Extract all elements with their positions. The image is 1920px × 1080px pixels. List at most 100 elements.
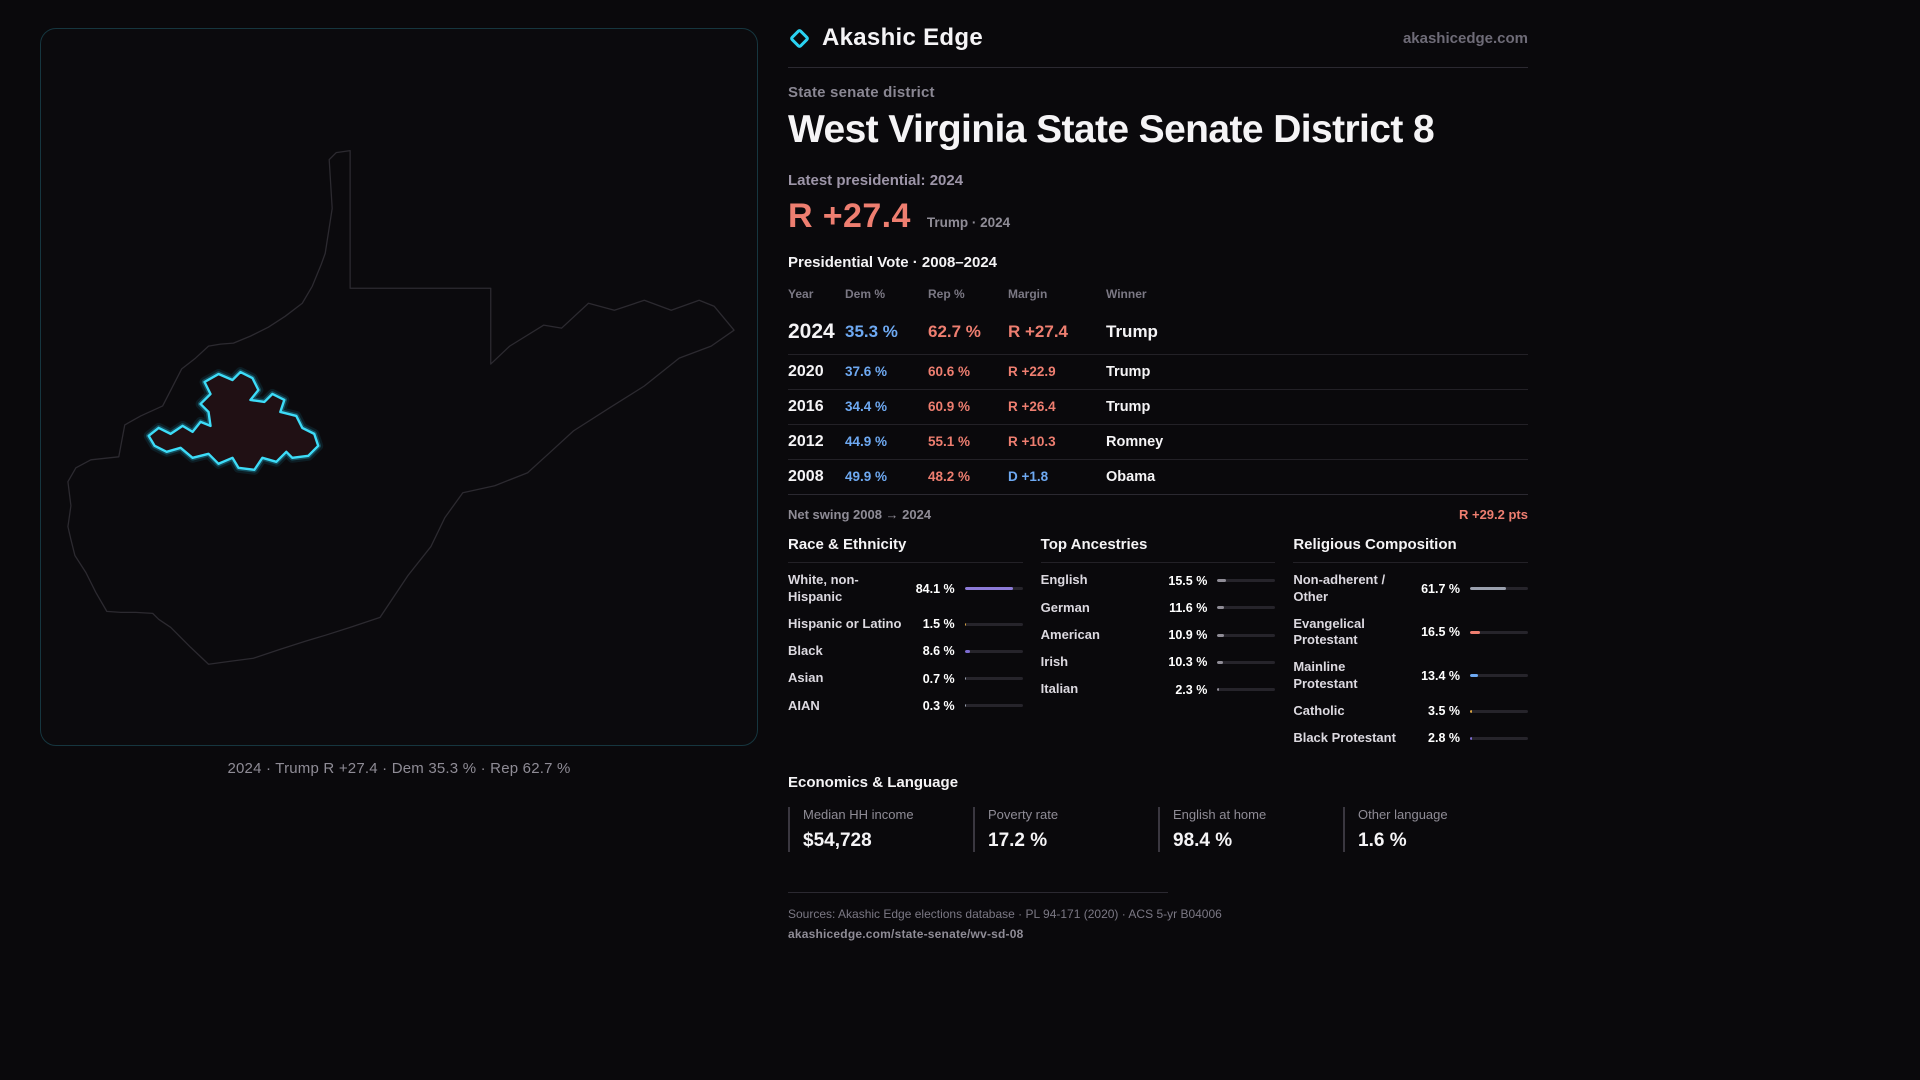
demo-value: 0.3 % bbox=[922, 698, 955, 713]
vote-table-title: Presidential Vote · 2008–2024 bbox=[788, 253, 998, 271]
demo-label: Black bbox=[788, 643, 823, 659]
demo-value: 3.5 % bbox=[1428, 704, 1460, 719]
vote-cell-margin: R +27.4 bbox=[1008, 321, 1069, 341]
col-margin: Margin bbox=[1008, 286, 1048, 301]
district-8-shape[interactable] bbox=[147, 370, 320, 471]
demo-value: 61.7 % bbox=[1421, 581, 1460, 596]
stat-median-hh-income: Median HH income $54,728 bbox=[788, 806, 973, 852]
demo-value: 10.3 % bbox=[1168, 655, 1208, 670]
demo-value: 2.3 % bbox=[1175, 682, 1208, 697]
permalink[interactable]: akashicedge.com/state-senate/wv-sd-08 bbox=[788, 926, 1024, 941]
demo-label: Evangelical Protestant bbox=[1293, 615, 1365, 648]
vote-cell-dem: 49.9 % bbox=[845, 469, 888, 485]
vote-cell-winner: Trump bbox=[1106, 363, 1151, 380]
stat-label: Poverty rate bbox=[988, 806, 1059, 822]
vote-cell-year: 2008 bbox=[788, 467, 824, 485]
vote-cell-winner: Trump bbox=[1106, 398, 1151, 415]
brand-diamond-icon bbox=[788, 27, 811, 49]
table-row: 2016 34.4 % 60.9 % R +26.4 Trump bbox=[788, 390, 1528, 425]
latest-margin-row: R +27.4 Trump · 2024 bbox=[788, 197, 1528, 236]
demo-bar bbox=[1217, 606, 1276, 610]
vote-cell-winner: Obama bbox=[1106, 468, 1156, 485]
vote-cell-rep: 60.6 % bbox=[928, 364, 971, 380]
brand-name: Akashic Edge bbox=[822, 24, 983, 51]
demo-bar bbox=[1217, 688, 1276, 692]
vote-cell-year: 2016 bbox=[788, 397, 824, 415]
stat-poverty-rate: Poverty rate 17.2 % bbox=[973, 806, 1158, 852]
demo-value: 16.5 % bbox=[1421, 625, 1460, 640]
vote-cell-margin: D +1.8 bbox=[1008, 469, 1049, 485]
race-ethnicity-column: Race & Ethnicity White, non-Hispanic 84.… bbox=[788, 536, 1023, 752]
demo-label: Catholic bbox=[1293, 702, 1345, 718]
demo-label: Hispanic or Latino bbox=[788, 615, 902, 631]
demo-label: Black Protestant bbox=[1293, 730, 1396, 746]
stat-label: English at home bbox=[1173, 806, 1267, 822]
demo-bar bbox=[1470, 674, 1528, 678]
latest-presidential-label: Latest presidential: 2024 bbox=[788, 171, 964, 189]
vote-cell-dem: 34.4 % bbox=[845, 399, 888, 415]
col-winner: Winner bbox=[1106, 286, 1147, 301]
religious-composition-column: Religious Composition Non-adherent / Oth… bbox=[1293, 536, 1528, 752]
list-item: Asian 0.7 % bbox=[788, 665, 1023, 692]
list-item: Black Protestant 2.8 % bbox=[1293, 725, 1528, 752]
brand-domain-link[interactable]: akashicedge.com bbox=[1402, 29, 1528, 47]
latest-margin-value: R +27.4 bbox=[788, 196, 911, 235]
demo-bar bbox=[1470, 736, 1528, 740]
list-item: English 15.5 % bbox=[1041, 567, 1276, 594]
district-map-panel bbox=[40, 28, 758, 746]
latest-margin-detail: Trump · 2024 bbox=[926, 214, 1011, 230]
net-swing-label: Net swing 2008 → 2024 bbox=[788, 506, 932, 522]
vote-cell-dem: 37.6 % bbox=[845, 364, 888, 380]
vote-cell-rep: 55.1 % bbox=[928, 434, 971, 450]
demo-label: German bbox=[1040, 599, 1090, 615]
col-rep: Rep % bbox=[928, 286, 965, 301]
stat-value: 1.6 % bbox=[1358, 829, 1407, 851]
demo-bar bbox=[964, 587, 1023, 591]
list-item: Italian 2.3 % bbox=[1041, 676, 1276, 703]
vote-cell-year: 2012 bbox=[788, 432, 824, 450]
demo-value: 2.8 % bbox=[1428, 731, 1460, 746]
list-item: White, non-Hispanic 84.1 % bbox=[788, 567, 1023, 611]
stat-value: 98.4 % bbox=[1173, 829, 1233, 851]
demo-label: American bbox=[1040, 626, 1100, 642]
demo-bar bbox=[964, 704, 1023, 708]
demo-value: 13.4 % bbox=[1421, 668, 1460, 683]
top-ancestries-title: Top Ancestries bbox=[1040, 536, 1276, 563]
vote-cell-year: 2024 bbox=[788, 319, 835, 343]
table-row: 2020 37.6 % 60.6 % R +22.9 Trump bbox=[788, 355, 1528, 390]
list-item: Mainline Protestant 13.4 % bbox=[1293, 654, 1528, 698]
vote-cell-dem: 44.9 % bbox=[845, 434, 888, 450]
demo-bar bbox=[964, 649, 1023, 653]
vote-cell-margin: R +26.4 bbox=[1008, 399, 1056, 415]
top-ancestries-column: Top Ancestries English 15.5 % German 11.… bbox=[1040, 536, 1276, 752]
economics-title: Economics & Language bbox=[788, 773, 959, 791]
stat-english-at-home: English at home 98.4 % bbox=[1158, 806, 1343, 852]
stat-label: Median HH income bbox=[803, 806, 914, 822]
wv-state-outline bbox=[67, 150, 735, 665]
demo-label: English bbox=[1040, 572, 1088, 588]
table-row: 2008 49.9 % 48.2 % D +1.8 Obama bbox=[788, 460, 1528, 495]
demo-label: AIAN bbox=[788, 697, 820, 713]
vote-cell-rep: 48.2 % bbox=[928, 469, 971, 485]
demo-bar bbox=[1217, 633, 1276, 637]
demo-label: Asian bbox=[788, 670, 824, 686]
net-swing-row: Net swing 2008 → 2024 R +29.2 pts bbox=[788, 507, 1528, 522]
table-row: 2012 44.9 % 55.1 % R +10.3 Romney bbox=[788, 425, 1528, 460]
demo-value: 0.7 % bbox=[922, 671, 955, 686]
list-item: Non-adherent / Other 61.7 % bbox=[1293, 567, 1528, 611]
list-item: AIAN 0.3 % bbox=[788, 692, 1023, 719]
demo-bar bbox=[1217, 579, 1276, 583]
vote-cell-winner: Trump bbox=[1106, 321, 1158, 341]
net-swing-value: R +29.2 pts bbox=[1458, 506, 1528, 522]
demo-value: 10.9 % bbox=[1168, 628, 1208, 643]
economics-stats-row: Median HH income $54,728 Poverty rate 17… bbox=[788, 806, 1528, 852]
sources-text: Sources: Akashic Edge elections database… bbox=[788, 906, 1222, 921]
stat-value: 17.2 % bbox=[988, 829, 1048, 851]
vote-table-header: Year Dem % Rep % Margin Winner bbox=[788, 281, 1528, 310]
demo-label: Mainline Protestant bbox=[1293, 659, 1358, 691]
demo-label: Italian bbox=[1040, 681, 1079, 697]
vote-cell-dem: 35.3 % bbox=[845, 321, 898, 341]
vote-cell-margin: R +22.9 bbox=[1008, 364, 1056, 380]
demo-bar bbox=[1470, 630, 1528, 634]
list-item: American 10.9 % bbox=[1041, 621, 1276, 648]
